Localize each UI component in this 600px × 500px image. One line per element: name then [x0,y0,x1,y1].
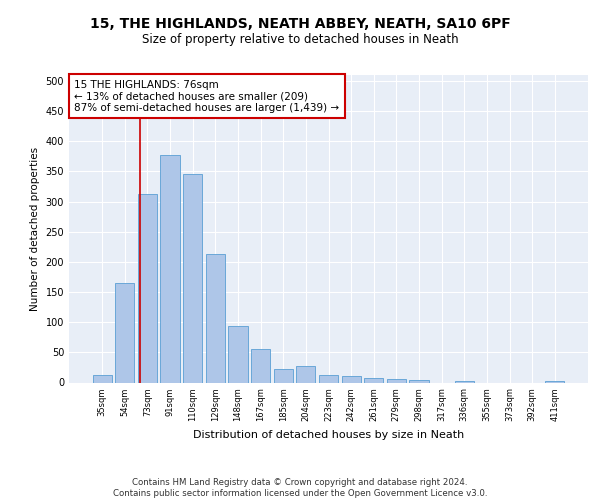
Bar [409,380,428,382]
Text: 15 THE HIGHLANDS: 76sqm
← 13% of detached houses are smaller (209)
87% of semi-d: 15 THE HIGHLANDS: 76sqm ← 13% of detache… [74,80,340,113]
Bar [138,194,157,382]
Bar [183,174,202,382]
Bar [251,350,270,382]
Bar [229,326,248,382]
Y-axis label: Number of detached properties: Number of detached properties [30,146,40,311]
Bar [364,378,383,382]
X-axis label: Distribution of detached houses by size in Neath: Distribution of detached houses by size … [193,430,464,440]
Bar [92,374,112,382]
Bar [296,366,316,382]
Bar [319,374,338,382]
Bar [274,368,293,382]
Text: Contains HM Land Registry data © Crown copyright and database right 2024.
Contai: Contains HM Land Registry data © Crown c… [113,478,487,498]
Bar [455,380,474,382]
Bar [160,154,180,382]
Bar [341,376,361,382]
Text: Size of property relative to detached houses in Neath: Size of property relative to detached ho… [142,32,458,46]
Bar [115,283,134,382]
Bar [545,380,565,382]
Bar [387,379,406,382]
Text: 15, THE HIGHLANDS, NEATH ABBEY, NEATH, SA10 6PF: 15, THE HIGHLANDS, NEATH ABBEY, NEATH, S… [89,18,511,32]
Bar [206,254,225,382]
